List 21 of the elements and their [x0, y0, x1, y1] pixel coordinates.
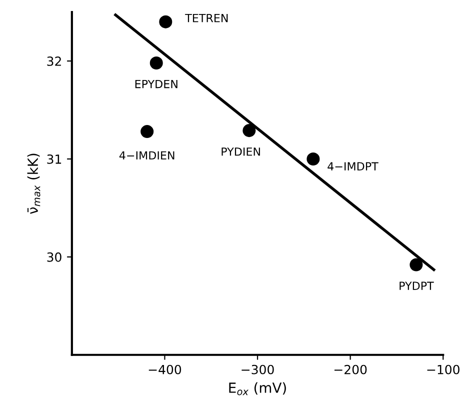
y-tick-label: 32 — [47, 56, 61, 66]
point — [306, 152, 320, 166]
x-tick-label: −100 — [427, 364, 460, 374]
annotation: PYDPT — [400, 282, 434, 290]
y-tick-label: 30 — [47, 252, 62, 262]
y-axis-title: ν̄$_{max}$ (kK) — [27, 154, 40, 214]
annotation: EPYDEN — [135, 80, 178, 88]
point — [140, 125, 154, 138]
annotation: PYDIEN — [222, 148, 260, 156]
x-tick-label: −400 — [148, 364, 182, 374]
point — [242, 124, 256, 138]
x-tick-label: −200 — [334, 364, 367, 374]
point — [159, 15, 172, 28]
x-axis-title: E$_{ox}$ (mV) — [229, 382, 286, 396]
x-tick-label: −300 — [242, 364, 274, 374]
y-tick-label: 31 — [47, 154, 62, 164]
point — [150, 56, 163, 70]
annotation: 4−IMDPT — [328, 162, 378, 170]
annotation: 4−IMDIEN — [119, 151, 174, 160]
point — [410, 258, 423, 272]
annotation: TETREN — [185, 14, 228, 22]
